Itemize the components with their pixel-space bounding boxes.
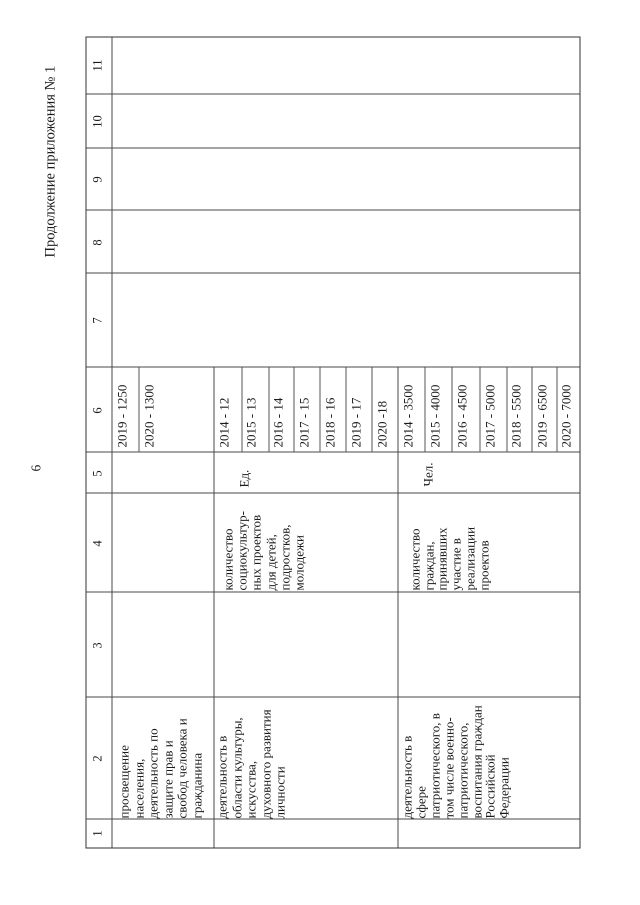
text-line: искусства, (243, 760, 258, 818)
rowC-activity-text: деятельность в сфере патриотического, в … (399, 704, 512, 818)
year-value: 2018 - 5500 (508, 384, 523, 447)
text-line: проектов (475, 539, 491, 590)
text-line: свобод человека и (174, 717, 189, 818)
text-line: области культуры, (228, 716, 244, 818)
subrow-line (241, 367, 242, 452)
rowC-unit: Чел. (420, 462, 435, 486)
year-value: 2017 - 5000 (482, 384, 497, 447)
column-line (86, 492, 579, 493)
subrow-line (479, 367, 480, 452)
subrow-line (531, 367, 532, 452)
text-line: воспитания граждан (468, 704, 484, 818)
subrow-line (268, 367, 269, 452)
year-value: 2020 - 7000 (558, 384, 573, 447)
text-line: подростков, (276, 523, 292, 590)
text-line: патриотического, в (426, 712, 442, 818)
continuation-title: Продолжение приложения № 1 (42, 65, 58, 257)
column-line (86, 93, 579, 94)
text-line: деятельность в (214, 735, 229, 818)
text-line: социокультур- (234, 510, 250, 590)
header-row-line (111, 37, 112, 847)
text-line: граждан, (420, 540, 436, 590)
year-value: 2014 - 3500 (400, 384, 415, 447)
year-value: 2016 - 14 (270, 397, 285, 447)
text-line: принявших (434, 527, 450, 590)
column-number-9: 9 (90, 175, 104, 183)
text-line: защите прав и (159, 739, 175, 818)
rowB-activity-text: деятельность в области культуры, искусст… (214, 708, 288, 818)
column-number-5: 5 (90, 469, 104, 477)
text-line: населения, (130, 758, 146, 818)
text-line: количество (407, 527, 422, 590)
year-value: 2015 - 4000 (427, 384, 442, 447)
column-line (86, 366, 579, 367)
text-line: количество (220, 527, 235, 590)
year-value: 2019 - 17 (348, 397, 363, 447)
rowB-indicator-text: количество социокультур- ных проектов дл… (220, 510, 307, 591)
column-number-1: 1 (90, 829, 104, 837)
subrow-line (451, 367, 452, 452)
column-number-11: 11 (90, 58, 104, 72)
year-value: 2019 - 6500 (534, 384, 549, 447)
text-line: том числе военно- (440, 716, 456, 818)
subrow-line (556, 367, 557, 452)
subrow-line (506, 367, 507, 452)
subrow-line (293, 367, 294, 452)
year-value: 2016 - 4500 (454, 384, 469, 447)
text-line: личности (272, 765, 287, 818)
column-line (86, 209, 579, 210)
subrow-line (424, 367, 425, 452)
year-value: 2018 - 16 (322, 397, 337, 447)
subrow-line (345, 367, 346, 452)
column-number-2: 2 (90, 754, 104, 762)
column-number-8: 8 (90, 238, 104, 246)
column-number-10: 10 (90, 114, 104, 128)
year-value: 2017 - 15 (296, 397, 311, 447)
column-line (86, 147, 579, 148)
column-line (86, 451, 579, 452)
text-line: Федерации (496, 756, 512, 818)
rowA-activity-text: просвещение населения, деятельность по з… (116, 717, 204, 818)
year-value: 2014 - 12 (216, 397, 231, 447)
year-value: 2019 - 1250 (114, 384, 129, 447)
text-line: деятельность в (399, 735, 414, 818)
text-line: реализации (461, 526, 477, 590)
text-line: молодежи (291, 534, 307, 591)
year-value: 2015 - 13 (243, 397, 258, 447)
column-number-4: 4 (90, 539, 104, 547)
rowC-indicator-text: количество граждан, принявших участие в … (407, 526, 491, 590)
text-line: сфере (412, 785, 428, 818)
text-line: патриотического, (454, 722, 470, 818)
row-line (397, 367, 398, 847)
column-number-3: 3 (90, 641, 104, 649)
column-line (86, 696, 579, 697)
text-line: для детей, (262, 533, 278, 590)
appendix-table: 1 2 3 4 5 6 7 8 9 10 11 просвещение насе… (85, 36, 580, 848)
text-line: деятельность по (145, 727, 160, 818)
text-line: Российской (482, 753, 498, 818)
year-value: 2020 - 1300 (141, 384, 156, 447)
page-number: 6 (28, 464, 43, 471)
subrow-line (371, 367, 372, 452)
column-number-7: 7 (90, 316, 104, 324)
text-line: просвещение (116, 744, 131, 818)
subrow-line (319, 367, 320, 452)
column-line (86, 591, 579, 592)
year-value: 2020 -18 (374, 400, 389, 447)
rowB-unit: Ед. (236, 469, 251, 487)
text-line: духовного развития (257, 708, 273, 818)
subrow-line (138, 367, 139, 452)
column-line (86, 272, 579, 273)
text-line: ных проектов (248, 514, 264, 590)
text-line: участие в (448, 537, 464, 590)
text-line: гражданина (188, 752, 204, 818)
column-number-6: 6 (90, 406, 104, 414)
